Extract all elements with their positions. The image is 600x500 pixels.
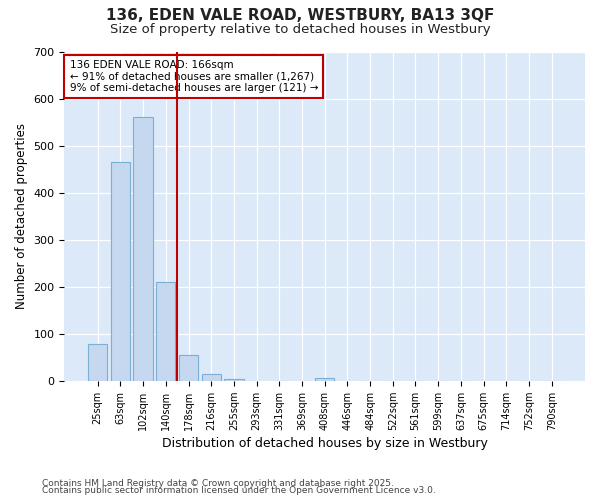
Bar [315,378,334,381]
Bar [133,118,153,381]
Bar [179,355,198,381]
Text: Size of property relative to detached houses in Westbury: Size of property relative to detached ho… [110,22,490,36]
Text: Contains public sector information licensed under the Open Government Licence v3: Contains public sector information licen… [42,486,436,495]
Bar [88,344,107,381]
X-axis label: Distribution of detached houses by size in Westbury: Distribution of detached houses by size … [162,437,488,450]
Bar [202,374,221,381]
Text: 136, EDEN VALE ROAD, WESTBURY, BA13 3QF: 136, EDEN VALE ROAD, WESTBURY, BA13 3QF [106,8,494,22]
Bar [156,282,175,381]
Text: Contains HM Land Registry data © Crown copyright and database right 2025.: Contains HM Land Registry data © Crown c… [42,478,394,488]
Y-axis label: Number of detached properties: Number of detached properties [15,123,28,309]
Bar [111,162,130,381]
Bar [224,379,244,381]
Text: 136 EDEN VALE ROAD: 166sqm
← 91% of detached houses are smaller (1,267)
9% of se: 136 EDEN VALE ROAD: 166sqm ← 91% of deta… [70,60,318,93]
